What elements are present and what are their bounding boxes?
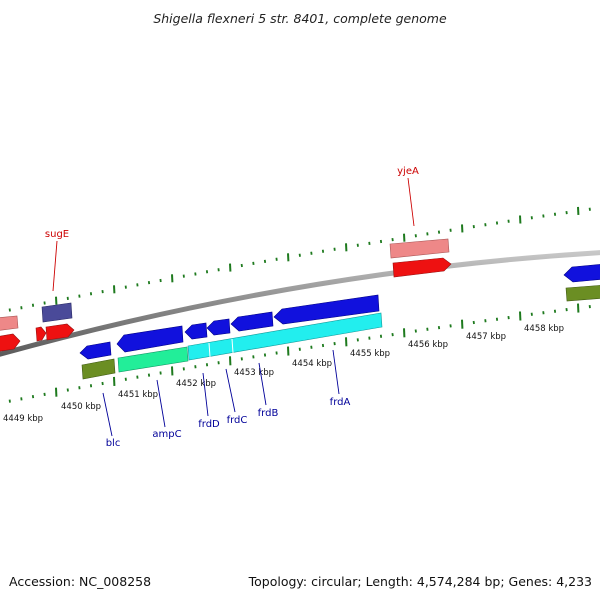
scale-label-4456: 4456 kbp xyxy=(408,340,448,350)
reverse-features xyxy=(79,264,600,380)
label-line-yjeA xyxy=(407,177,415,227)
feature-teal-ampC xyxy=(117,346,189,373)
gene-labels: sugE yjeA blc ampC frdD frdC frdB frdA xyxy=(45,166,419,449)
label-line-frdD xyxy=(202,372,209,417)
gene-label-frdD[interactable]: frdD xyxy=(198,419,220,430)
gene-label-yjeA[interactable]: yjeA xyxy=(397,166,419,177)
map-title: Shigella flexneri 5 str. 8401, complete … xyxy=(153,11,447,26)
feature-olive-right xyxy=(565,285,600,302)
scale-tick-ring xyxy=(8,303,591,403)
gene-label-frdC[interactable]: frdC xyxy=(227,415,248,426)
scale-label-4458: 4458 kbp xyxy=(524,324,564,334)
feature-red-left xyxy=(0,333,21,352)
feature-red-yjeA xyxy=(392,257,452,278)
label-line-frdC xyxy=(225,368,236,413)
feature-pink-left xyxy=(0,315,19,331)
feature-pink-yjeA xyxy=(389,238,450,259)
label-line-frdB xyxy=(258,362,267,406)
feature-red-small-a xyxy=(35,326,47,342)
footer-accession: Accession: NC_008258 xyxy=(9,574,151,589)
label-line-blc xyxy=(102,392,113,437)
feature-red-sugE xyxy=(45,323,75,341)
forward-features xyxy=(0,238,452,352)
gene-label-frdA[interactable]: frdA xyxy=(330,397,351,408)
feature-purple-sugE xyxy=(41,302,73,323)
scale-label-4451: 4451 kbp xyxy=(118,390,158,400)
feature-blue-right xyxy=(563,264,600,283)
feature-blue-blc xyxy=(79,341,112,360)
feature-blue-ampC xyxy=(116,325,184,353)
cyan-divider-2 xyxy=(231,338,234,354)
gene-label-sugE[interactable]: sugE xyxy=(45,229,69,240)
label-line-frdA xyxy=(332,349,340,395)
scale-label-4455: 4455 kbp xyxy=(350,349,390,359)
gene-label-frdB[interactable]: frdB xyxy=(258,408,279,419)
feature-cyan-frd xyxy=(187,312,383,361)
gene-label-lines xyxy=(52,177,415,437)
label-line-ampC xyxy=(156,379,166,428)
feature-blue-frdB xyxy=(230,311,274,332)
feature-blue-frdD xyxy=(184,322,208,340)
label-line-sugE xyxy=(52,240,58,292)
genome-backbone xyxy=(0,250,600,357)
feature-blue-frdC xyxy=(206,318,231,336)
cyan-divider-1 xyxy=(208,342,211,358)
outer-tick-ring xyxy=(8,206,591,312)
feature-olive-blc xyxy=(81,358,116,380)
scale-label-4454: 4454 kbp xyxy=(292,359,332,369)
gene-label-blc[interactable]: blc xyxy=(106,438,121,449)
gene-label-ampC[interactable]: ampC xyxy=(152,429,181,440)
feature-blue-frdA xyxy=(273,294,380,325)
scale-labels: 4449 kbp 4450 kbp 4451 kbp 4452 kbp 4453… xyxy=(3,324,564,424)
scale-label-4449: 4449 kbp xyxy=(3,414,43,424)
scale-label-4457: 4457 kbp xyxy=(466,332,506,342)
scale-label-4453: 4453 kbp xyxy=(234,368,274,378)
scale-label-4450: 4450 kbp xyxy=(61,402,101,412)
footer-topology: Topology: circular; Length: 4,574,284 bp… xyxy=(248,574,592,589)
scale-label-4452: 4452 kbp xyxy=(176,379,216,389)
